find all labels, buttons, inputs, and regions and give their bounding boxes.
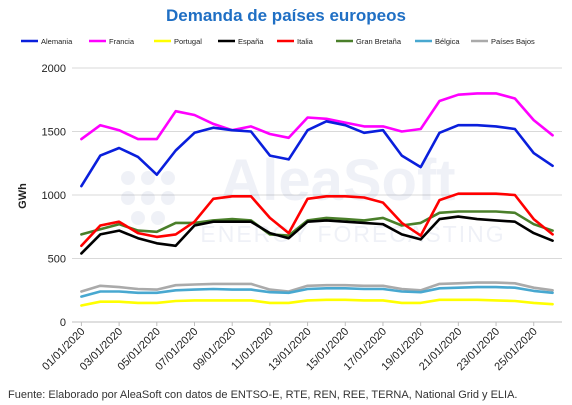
y-axis-label: GWh bbox=[17, 183, 29, 209]
gridlines bbox=[72, 67, 562, 259]
series-line-portugal bbox=[80, 298, 554, 307]
legend-label: Gran Bretaña bbox=[356, 37, 402, 46]
legend-label: Países Bajos bbox=[491, 37, 535, 46]
watermark-dot bbox=[121, 191, 135, 205]
series-line-francia bbox=[80, 92, 554, 141]
series-lines bbox=[80, 92, 554, 307]
legend: Alemania Francia Portugal España Italia Gran … bbox=[21, 37, 535, 46]
watermark-dot bbox=[161, 171, 175, 185]
x-tick-labels: 01/01/202003/01/202005/01/202007/01/2020… bbox=[40, 326, 540, 373]
watermark-dot bbox=[121, 171, 135, 185]
watermark-name: AleaSoft bbox=[220, 148, 455, 213]
y-tick-label: 500 bbox=[48, 254, 66, 266]
watermark-dot bbox=[141, 171, 155, 185]
y-tick-label: 2000 bbox=[42, 63, 66, 75]
y-tick-labels: 0 500 1000 1500 2000 bbox=[42, 63, 66, 329]
y-tick-label: 1500 bbox=[42, 127, 66, 139]
series-line-alemania bbox=[80, 120, 554, 188]
watermark-dot bbox=[151, 211, 165, 225]
line-chart: AleaSoft ENERGY FORECASTING 0 500 1000 1500… bbox=[17, 37, 562, 373]
series-line-gran-bretaña bbox=[80, 210, 554, 237]
watermark-dot bbox=[141, 191, 155, 205]
legend-label: Italia bbox=[297, 37, 314, 46]
watermark-dot bbox=[161, 191, 175, 205]
y-tick-label: 0 bbox=[60, 317, 66, 329]
series-line-países-bajos bbox=[80, 281, 554, 293]
legend-label: Francia bbox=[109, 37, 135, 46]
series-line-bélgica bbox=[80, 285, 554, 298]
legend-label: España bbox=[238, 37, 264, 46]
watermark-dot bbox=[131, 211, 145, 225]
source-note: Fuente: Elaborado por AleaSoft con datos… bbox=[8, 389, 518, 401]
series-line-italia bbox=[80, 192, 554, 248]
series-line-españa bbox=[80, 215, 554, 255]
watermark-tagline: ENERGY FORECASTING bbox=[200, 221, 505, 247]
y-tick-label: 1000 bbox=[42, 190, 66, 202]
legend-label: Portugal bbox=[174, 37, 202, 46]
legend-label: Bélgica bbox=[435, 37, 460, 46]
chart-title: Demanda de países europeos bbox=[166, 6, 406, 25]
watermark-logo-icon bbox=[121, 171, 175, 225]
watermark: AleaSoft ENERGY FORECASTING bbox=[121, 148, 505, 247]
axes bbox=[72, 321, 562, 326]
legend-label: Alemania bbox=[41, 37, 73, 46]
